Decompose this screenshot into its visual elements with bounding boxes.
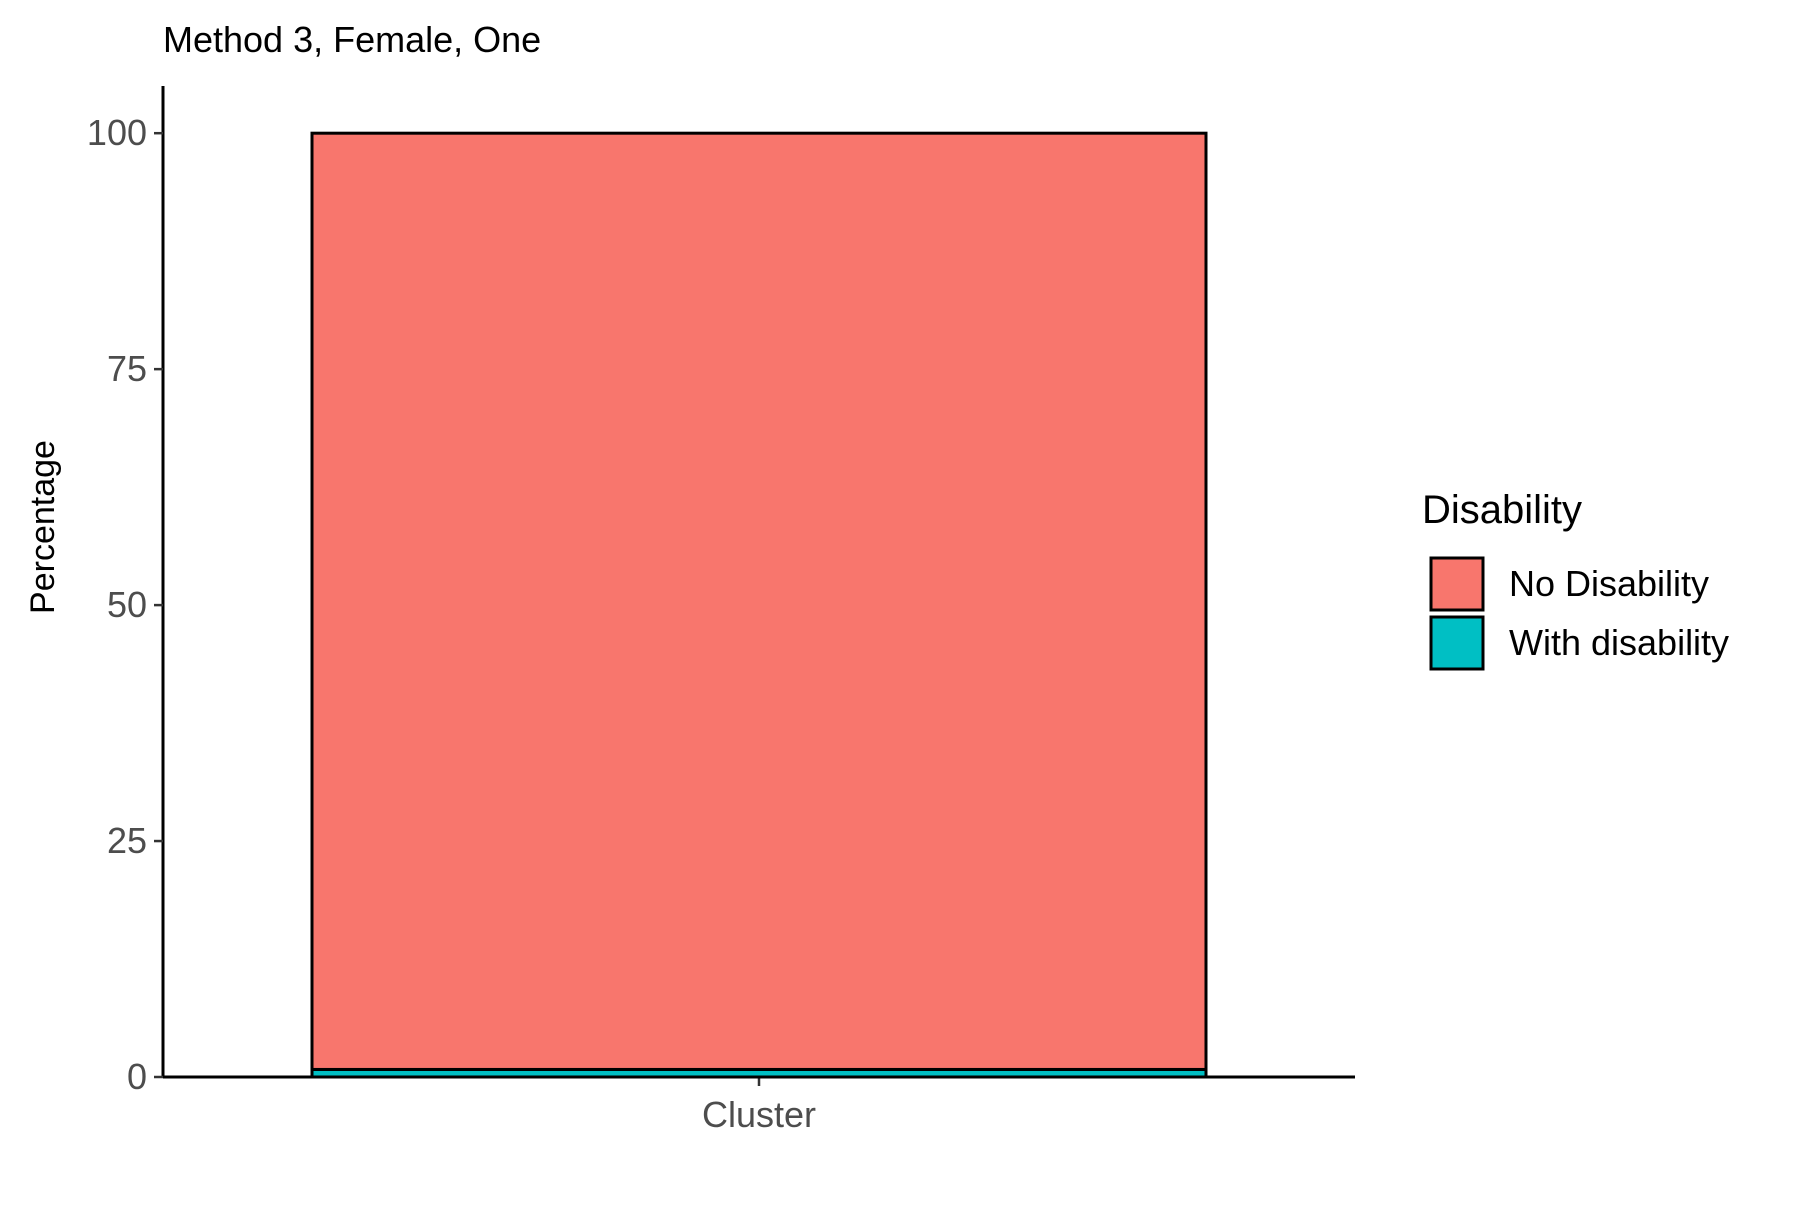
y-tick-label: 75 xyxy=(107,348,147,389)
plot-area xyxy=(310,131,1208,1079)
y-axis-label: Percentage xyxy=(24,440,62,614)
x-tick-label: Cluster xyxy=(702,1094,816,1135)
y-tick-label: 25 xyxy=(107,820,147,861)
legend-key-no-disability xyxy=(1429,556,1485,612)
legend-key-with-disability xyxy=(1429,615,1485,671)
bar-segment-no-disability xyxy=(310,131,1208,1071)
y-tick-label: 100 xyxy=(87,112,147,153)
legend-label: With disability xyxy=(1509,622,1729,663)
y-tick-label: 0 xyxy=(127,1056,147,1097)
legend-title: Disability xyxy=(1422,488,1582,532)
legend: Disability No Disability With disability xyxy=(1422,488,1729,671)
axes: Method 3, Female, One Percentage Cluster… xyxy=(24,19,1355,1135)
y-tick-label: 50 xyxy=(107,584,147,625)
chart-title: Method 3, Female, One xyxy=(163,19,541,60)
legend-label: No Disability xyxy=(1509,563,1709,604)
